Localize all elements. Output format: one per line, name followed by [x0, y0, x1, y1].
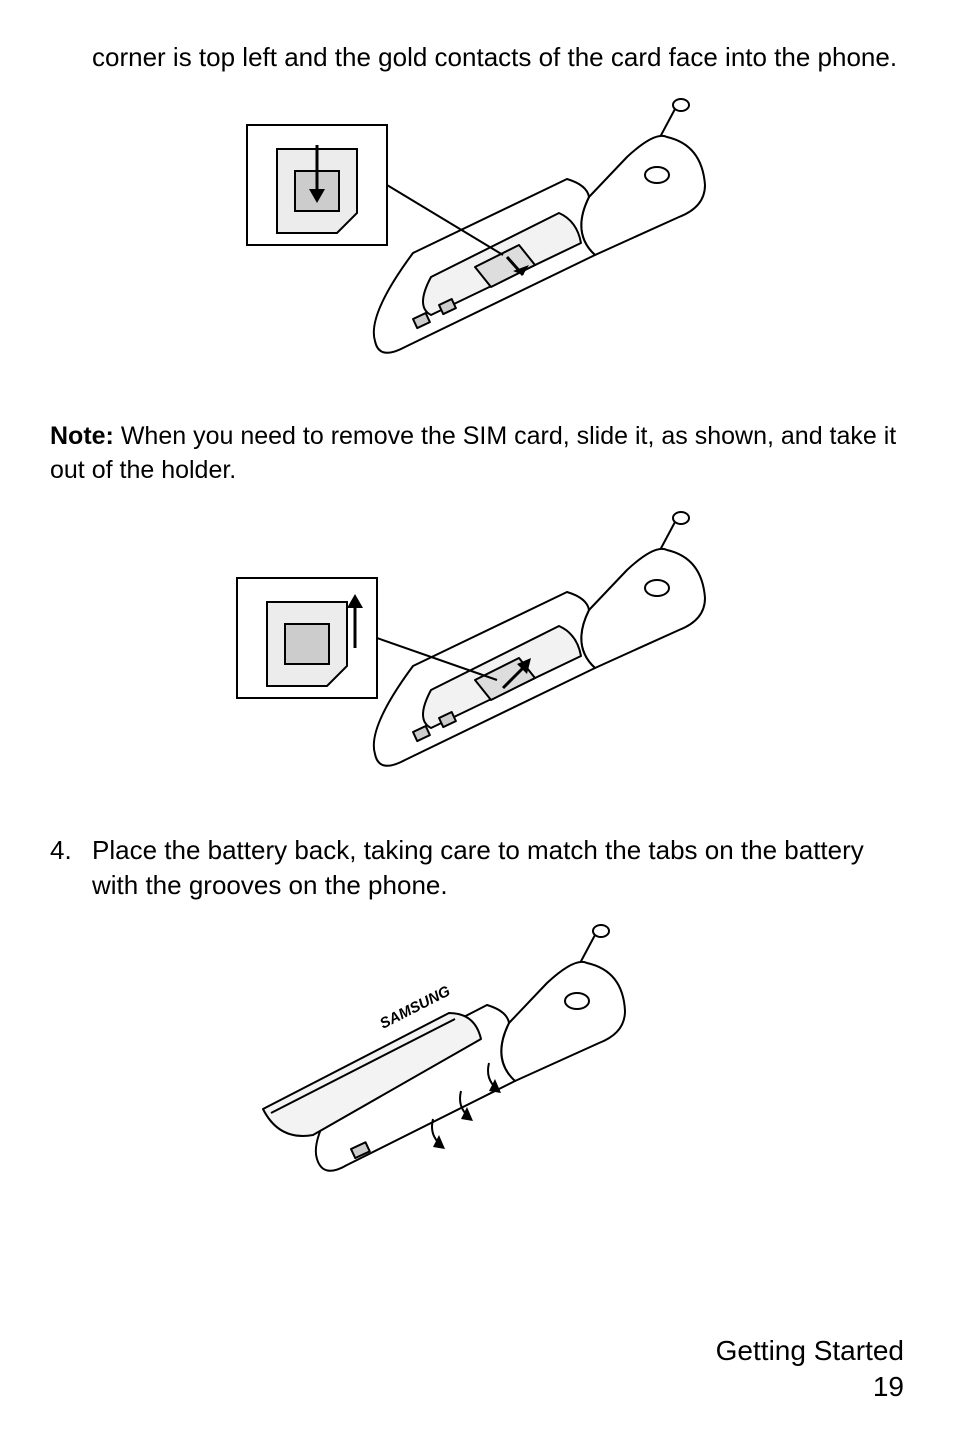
- figure-insert-sim: [50, 85, 904, 390]
- note-label: Note:: [50, 422, 114, 450]
- page: corner is top left and the gold contacts…: [0, 0, 954, 1433]
- footer-section-title: Getting Started: [716, 1335, 904, 1367]
- note-text: When you need to remove the SIM card, sl…: [50, 422, 896, 484]
- step-4-number: 4.: [50, 833, 92, 903]
- battery-illustration: SAMSUNG: [217, 913, 737, 1203]
- step-4-text: Place the battery back, taking care to m…: [92, 833, 904, 903]
- note: Note: When you need to remove the SIM ca…: [50, 420, 904, 488]
- step-4: 4. Place the battery back, taking care t…: [50, 833, 904, 903]
- figure-remove-sim: [50, 498, 904, 803]
- sim-remove-illustration: [207, 498, 747, 798]
- continued-paragraph: corner is top left and the gold contacts…: [92, 40, 904, 75]
- footer-page-number: 19: [716, 1371, 904, 1403]
- sim-insert-illustration: [207, 85, 747, 385]
- figure-battery-back: SAMSUNG: [50, 913, 904, 1208]
- page-footer: Getting Started 19: [716, 1335, 904, 1403]
